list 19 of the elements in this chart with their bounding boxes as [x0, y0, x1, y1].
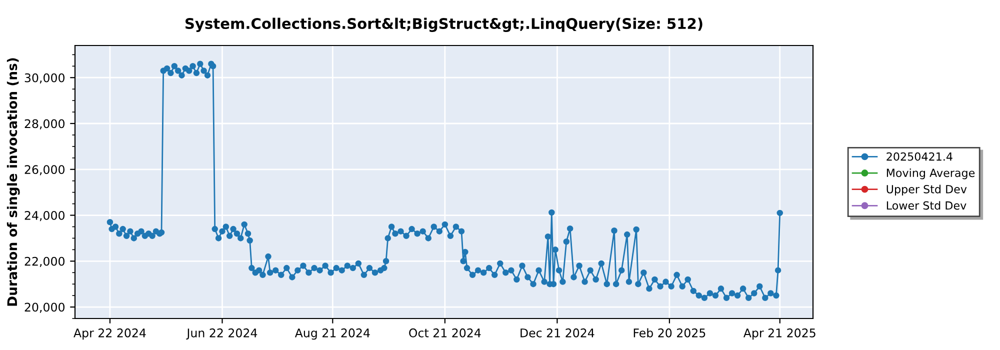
x-tick-label: Feb 20 2025 — [634, 328, 706, 338]
x-tick-label: Jun 22 2024 — [186, 328, 258, 340]
y-tick-label: 28,000 — [24, 119, 64, 130]
y-tick-label: 20,000 — [24, 302, 64, 313]
legend-label: Lower Std Dev — [886, 201, 966, 210]
legend-label: 20250421.4 — [886, 152, 952, 161]
x-tick-label: Aug 21 2024 — [294, 328, 370, 340]
x-tick-label: Oct 21 2024 — [409, 328, 481, 338]
chart-title: System.Collections.Sort&lt;BigStruct&gt;.LinqQuery(Size: 512) — [186, 18, 702, 32]
y-tick-label: 22,000 — [24, 256, 64, 268]
y-tick-label: 26,000 — [24, 165, 64, 176]
x-tick-label: Dec 21 2024 — [520, 328, 594, 338]
x-tick-label: Apr 22 2024 — [74, 328, 146, 340]
legend-label: Moving Average — [886, 168, 975, 180]
x-tick-label: Apr 21 2025 — [743, 328, 816, 340]
y-tick-label: 24,000 — [24, 210, 64, 222]
y-axis-title: Duration of single invocation (ns) — [6, 58, 20, 306]
legend-label: Upper Std Dev — [886, 184, 967, 196]
y-tick-label: 30,000 — [24, 73, 64, 84]
